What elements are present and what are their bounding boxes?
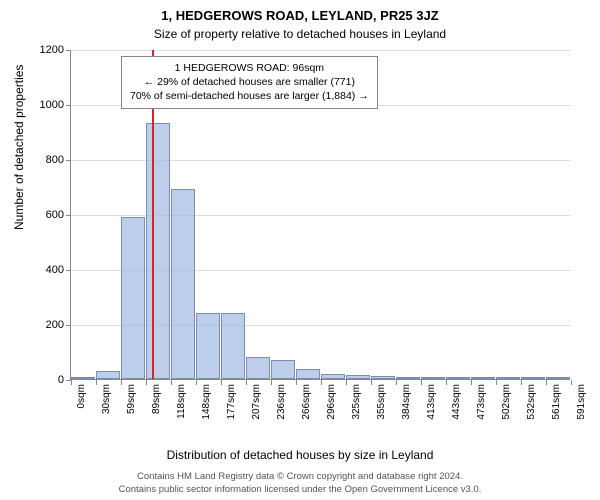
xtick-label: 473sqm <box>476 384 487 434</box>
histogram-bar <box>346 375 370 379</box>
ytick-mark <box>66 215 71 216</box>
plot-area: 0200400600800100012000sqm30sqm59sqm89sqm… <box>70 50 570 380</box>
chart-container: 0200400600800100012000sqm30sqm59sqm89sqm… <box>70 50 580 420</box>
title-sub: Size of property relative to detached ho… <box>0 23 600 41</box>
ytick-label: 800 <box>24 154 64 166</box>
xtick-mark <box>546 380 547 385</box>
histogram-bar <box>146 123 170 379</box>
xtick-label: 59sqm <box>126 384 137 434</box>
histogram-bar <box>446 377 470 379</box>
xtick-mark <box>171 380 172 385</box>
footer: Contains HM Land Registry data © Crown c… <box>0 471 600 496</box>
histogram-bar <box>496 377 520 379</box>
histogram-bar <box>421 377 445 379</box>
ytick-mark <box>66 270 71 271</box>
info-box-line: 1 HEDGEROWS ROAD: 96sqm <box>130 61 369 75</box>
ytick-label: 200 <box>24 319 64 331</box>
xtick-mark <box>571 380 572 385</box>
xtick-mark <box>271 380 272 385</box>
footer-line-2: Contains public sector information licen… <box>0 484 600 496</box>
xtick-mark <box>121 380 122 385</box>
xtick-mark <box>446 380 447 385</box>
histogram-bar <box>321 374 345 380</box>
ytick-label: 400 <box>24 264 64 276</box>
xtick-label: 384sqm <box>401 384 412 434</box>
xtick-label: 561sqm <box>551 384 562 434</box>
histogram-bar <box>546 377 570 379</box>
y-axis-label: Number of detached properties <box>12 65 26 230</box>
xtick-mark <box>196 380 197 385</box>
ytick-label: 600 <box>24 209 64 221</box>
xtick-label: 89sqm <box>151 384 162 434</box>
xtick-mark <box>521 380 522 385</box>
xtick-label: 413sqm <box>426 384 437 434</box>
histogram-bar <box>71 377 95 379</box>
ytick-mark <box>66 105 71 106</box>
ytick-mark <box>66 160 71 161</box>
histogram-bar <box>221 313 245 379</box>
x-axis-label: Distribution of detached houses by size … <box>0 448 600 462</box>
histogram-bar <box>121 217 145 379</box>
histogram-bar <box>246 357 270 379</box>
xtick-mark <box>471 380 472 385</box>
ytick-label: 0 <box>24 374 64 386</box>
xtick-label: 266sqm <box>301 384 312 434</box>
xtick-mark <box>71 380 72 385</box>
xtick-label: 177sqm <box>226 384 237 434</box>
histogram-bar <box>396 377 420 379</box>
ytick-label: 1000 <box>24 99 64 111</box>
xtick-mark <box>96 380 97 385</box>
xtick-label: 325sqm <box>351 384 362 434</box>
xtick-mark <box>421 380 422 385</box>
xtick-label: 502sqm <box>501 384 512 434</box>
xtick-mark <box>371 380 372 385</box>
xtick-label: 355sqm <box>376 384 387 434</box>
xtick-label: 207sqm <box>251 384 262 434</box>
ytick-mark <box>66 325 71 326</box>
histogram-bar <box>171 189 195 379</box>
xtick-label: 236sqm <box>276 384 287 434</box>
info-box-line: 70% of semi-detached houses are larger (… <box>130 89 369 103</box>
footer-line-1: Contains HM Land Registry data © Crown c… <box>0 471 600 483</box>
xtick-label: 148sqm <box>201 384 212 434</box>
xtick-label: 118sqm <box>176 384 187 434</box>
xtick-label: 443sqm <box>451 384 462 434</box>
xtick-label: 532sqm <box>526 384 537 434</box>
histogram-bar <box>521 377 545 379</box>
xtick-label: 30sqm <box>101 384 112 434</box>
xtick-mark <box>296 380 297 385</box>
xtick-label: 591sqm <box>576 384 587 434</box>
xtick-mark <box>146 380 147 385</box>
histogram-bar <box>371 376 395 379</box>
xtick-label: 296sqm <box>326 384 337 434</box>
info-box-line: ← 29% of detached houses are smaller (77… <box>130 75 369 89</box>
ytick-label: 1200 <box>24 44 64 56</box>
histogram-bar <box>271 360 295 379</box>
histogram-bar <box>296 369 320 379</box>
xtick-mark <box>321 380 322 385</box>
xtick-label: 0sqm <box>76 384 87 434</box>
xtick-mark <box>221 380 222 385</box>
title-main: 1, HEDGEROWS ROAD, LEYLAND, PR25 3JZ <box>0 0 600 23</box>
gridline <box>71 50 571 51</box>
xtick-mark <box>246 380 247 385</box>
histogram-bar <box>196 313 220 379</box>
histogram-bar <box>471 377 495 379</box>
xtick-mark <box>396 380 397 385</box>
info-box: 1 HEDGEROWS ROAD: 96sqm← 29% of detached… <box>121 56 378 109</box>
xtick-mark <box>346 380 347 385</box>
histogram-bar <box>96 371 120 379</box>
ytick-mark <box>66 50 71 51</box>
xtick-mark <box>496 380 497 385</box>
